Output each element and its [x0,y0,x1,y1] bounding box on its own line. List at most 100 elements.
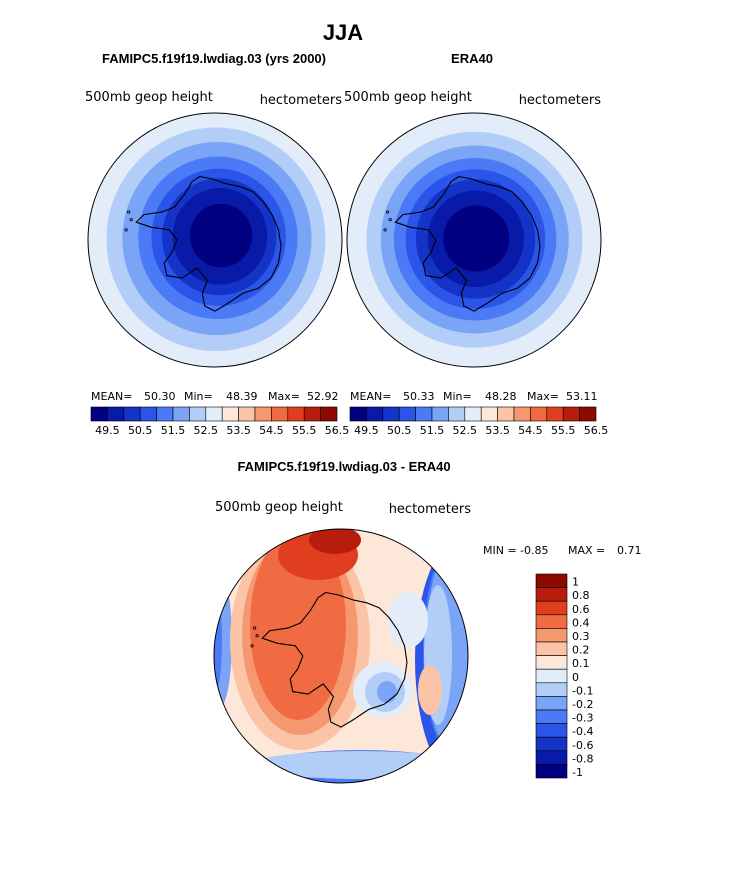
colorbar-swatch [271,406,289,422]
contour-band [214,585,222,695]
colorbar-swatch [535,614,568,629]
colorbar-swatch [107,406,125,422]
island [388,218,392,222]
colorbar-swatch [579,406,597,422]
model-map [88,113,342,367]
colorbar-swatch [513,406,531,422]
colorbar-swatch [530,406,548,422]
colorbar-swatch [123,406,141,422]
colorbar-tick-label: 55.5 [551,424,576,437]
diff-map [214,529,468,783]
colorbar-tick-label: -0.6 [572,739,593,752]
colorbar-tick-label: 1 [572,576,579,589]
colorbar-tick-label: -0.4 [572,725,593,738]
colorbar-swatch [431,406,449,422]
antarctica-coastline [394,175,541,312]
colorbar-tick-label: -1 [572,766,583,779]
colorbar-tick-label: 50.5 [387,424,412,437]
colorbar-tick-label: -0.2 [572,698,593,711]
colorbar-swatch [535,668,568,684]
colorbar-tick-label: 0.6 [572,603,590,616]
colorbar-swatch [221,406,239,422]
antarctica-coastline [261,591,408,728]
obs-map [347,113,601,367]
colorbar-tick-label: 0.8 [572,589,590,602]
colorbar-swatch [448,406,466,422]
main-title: JJA [323,20,363,45]
colorbar-swatch [254,406,272,422]
colorbar-tick-label: 54.5 [518,424,543,437]
contour-band [189,203,253,268]
colorbar-swatch [303,406,321,422]
colorbar-swatch [398,406,416,422]
colorbar-tick-label: 0.4 [572,616,590,629]
colorbar-tick-label: 51.5 [420,424,445,437]
island [383,228,387,232]
model-min-value: 48.39 [226,390,258,403]
colorbar-tick-label: 0.1 [572,657,590,670]
obs-mean-value: 50.33 [403,390,435,403]
obs-min-value: 48.28 [485,390,517,403]
obs-min-label: Min= [443,390,472,403]
colorbar-swatch [562,406,580,422]
model-min-label: Min= [184,390,213,403]
colorbar-swatch [535,600,568,616]
island [250,644,254,648]
panel-diff: FAMIPC5.f19f19.lwdiag.03 - ERA40 500mb g… [213,459,642,784]
model-units-label: hectometers [260,93,343,108]
obs-max-value: 53.11 [566,390,598,403]
diff-minmax: MIN = -0.85 MAX = 0.71 [483,544,642,557]
obs-mean-label: MEAN= [350,390,391,403]
colorbar-tick-label: 0.2 [572,644,590,657]
contour-band [309,529,361,554]
colorbar-swatch [382,406,400,422]
colorbar-swatch [415,406,433,422]
colorbar-swatch [464,406,482,422]
model-map-border [87,112,343,368]
colorbar-swatch [535,628,568,643]
obs-title: ERA40 [451,51,493,66]
colorbar-swatch [139,406,157,422]
colorbar-tick-label: 49.5 [95,424,120,437]
colorbar-swatch [156,406,174,422]
obs-map-border [346,112,602,368]
colorbar-swatch [320,406,338,422]
colorbar-swatch [535,696,568,711]
model-mean-value: 50.30 [144,390,176,403]
model-max-value: 52.92 [307,390,339,403]
colorbar-tick-label: -0.8 [572,752,593,765]
colorbar-swatch [349,406,367,422]
colorbar-tick-label: 0 [572,671,579,684]
colorbar-swatch [535,709,568,724]
colorbar-swatch [90,406,108,422]
colorbar-swatch [238,406,256,422]
colorbar-tick-label: 53.5 [226,424,251,437]
contour-band [250,751,468,779]
diff-title: FAMIPC5.f19f19.lwdiag.03 - ERA40 [237,459,450,474]
colorbar-tick-label: 53.5 [485,424,510,437]
model-variable-label: 500mb geop height [85,90,213,105]
contour-band [388,592,428,648]
diff-min-label: MIN = [483,544,517,557]
colorbar-swatch [287,406,305,422]
colorbar-tick-label: 51.5 [161,424,186,437]
colorbar-swatch [535,750,568,765]
model-mean-label: MEAN= [91,390,132,403]
model-title: FAMIPC5.f19f19.lwdiag.03 (yrs 2000) [102,51,326,66]
panel-obs: ERA40 500mb geop height hectometers MEAN… [344,51,608,437]
colorbar-swatch [535,682,568,697]
colorbar-swatch [172,406,190,422]
colorbar-tick-label: 55.5 [292,424,317,437]
colorbar-swatch [535,655,568,670]
diff-colorbar: 10.80.60.40.30.20.10-0.1-0.2-0.3-0.4-0.6… [535,573,593,779]
contour-band [418,665,442,715]
colorbar-swatch [535,736,568,752]
colorbar-swatch [535,723,568,738]
model-colorbar: 49.5 50.5 51.5 52.5 53.5 54.5 55.5 56.5 [90,406,349,437]
diff-map-border [213,528,469,784]
obs-max-label: Max= [527,390,559,403]
colorbar-swatch [205,406,223,422]
panel-model: FAMIPC5.f19f19.lwdiag.03 (yrs 2000) 500m… [85,51,349,437]
colorbar-swatch [535,764,568,779]
obs-stats: MEAN= 50.33 Min= 48.28 Max= 53.11 [350,390,598,403]
